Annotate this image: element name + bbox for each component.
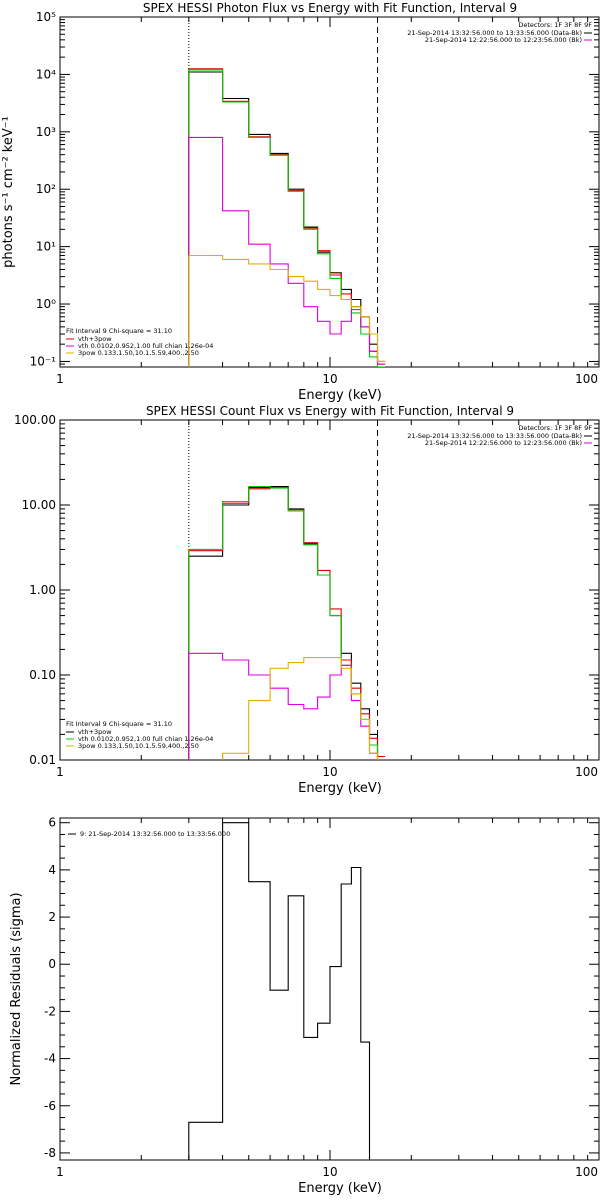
legend-label: 21-Sep-2014 13:32:56.000 to 13:33:56.000… — [407, 432, 582, 440]
legend-label: 21-Sep-2014 13:32:56.000 to 13:33:56.000… — [407, 29, 582, 37]
legend-label: 3pow 0.133,1.50,10.1,5.59,400.,2.50 — [78, 742, 199, 750]
y-tick-label: 100.00 — [14, 413, 56, 427]
x-axis-label: Energy (keV) — [298, 1181, 382, 1196]
y-tick-label: -2 — [44, 1004, 56, 1018]
x-tick-label: 10 — [322, 372, 337, 386]
legend-label: 3pow 0.133,1.50,10.1,5.59,400.,2.50 — [78, 349, 199, 357]
y-tick-label: 1.00 — [29, 583, 56, 597]
axes-frame — [59, 16, 600, 368]
x-axis-label: Energy (keV) — [298, 388, 382, 403]
series-line-5 — [188, 657, 379, 760]
legend-label: 21-Sep-2014 12:22:56.000 to 12:23:56.000… — [425, 36, 582, 44]
legend-label: 21-Sep-2014 12:22:56.000 to 12:23:56.000… — [425, 439, 582, 447]
y-tick-label: 10¹ — [36, 240, 56, 254]
legend-label: vth 0.0102,0.952,1.00 full chian 1.26e-0… — [78, 735, 213, 743]
x-tick-label: 100 — [575, 1165, 598, 1179]
series-group — [188, 822, 371, 1160]
legend-header: Detectors: 1F 3F 8F 9F — [518, 21, 592, 29]
chart-title: SPEX HESSI Count Flux vs Energy with Fit… — [146, 404, 514, 418]
x-tick-label: 1 — [56, 1165, 64, 1179]
y-tick-label: 10.00 — [22, 498, 56, 512]
x-tick-label: 100 — [575, 765, 598, 779]
series-line-1 — [188, 71, 386, 367]
series-line-2 — [188, 68, 386, 367]
legend-label: vth+3pow — [78, 728, 112, 736]
legend: Fit Interval 9 Chi-square = 31.10vth+3po… — [66, 327, 213, 357]
series-line-5 — [188, 254, 386, 367]
y-tick-label: 2 — [48, 910, 56, 924]
series-line-1 — [188, 822, 371, 1160]
chart-panel-3: 1 10 100 Energy (keV) -8 -6 -4 -2 0 2 4 6 Normalized… — [9, 816, 600, 1196]
x-tick-label: 1 — [56, 765, 64, 779]
series-group — [188, 68, 386, 367]
y-tick-label: 0.01 — [29, 753, 56, 767]
x-tick-label: 100 — [575, 372, 598, 386]
chart-title: SPEX HESSI Photon Flux vs Energy with Fi… — [143, 1, 517, 15]
x-tick-label: 1 — [56, 372, 64, 386]
y-tick-label: 10² — [36, 182, 56, 196]
series-group — [188, 485, 386, 760]
y-tick-label: 10⁵ — [36, 10, 56, 24]
y-tick-label: 0 — [48, 957, 56, 971]
y-tick-label: 0.10 — [29, 668, 56, 682]
legend: 9: 21-Sep-2014 13:32:56.000 to 13:33:56.… — [68, 830, 230, 838]
legend-label: 9: 21-Sep-2014 13:32:56.000 to 13:33:56.… — [80, 830, 230, 838]
y-tick-label: 10⁰ — [36, 297, 56, 311]
y-tick-label: 6 — [48, 816, 56, 830]
legend-label: vth+3pow — [78, 335, 112, 343]
y-tick-label: -6 — [44, 1099, 56, 1113]
y-tick-label: -4 — [44, 1052, 56, 1066]
series-line-1 — [188, 485, 386, 760]
x-axis-label: Energy (keV) — [298, 781, 382, 796]
legend-label: vth 0.0102,0.952,1.00 full chian 1.26e-0… — [78, 342, 213, 350]
y-axis-label: Normalized Residuals (sigma) — [9, 892, 24, 1085]
series-line-4 — [188, 136, 386, 367]
y-tick-label: 4 — [48, 863, 56, 877]
chart-panel-1: SPEX HESSI Photon Flux vs Energy with Fi… — [1, 1, 600, 403]
legend-header: Detectors: 1F 3F 8F 9F — [518, 424, 592, 432]
x-tick-label: 10 — [322, 765, 337, 779]
legend-header: Fit Interval 9 Chi-square = 31.10 — [66, 327, 172, 335]
legend-header: Fit Interval 9 Chi-square = 31.10 — [66, 720, 172, 728]
x-tick-label: 10 — [322, 1165, 337, 1179]
series-line-3 — [188, 485, 379, 760]
legend: Fit Interval 9 Chi-square = 31.10vth+3po… — [66, 720, 213, 750]
y-tick-label: 10⁻¹ — [30, 354, 57, 368]
y-axis-label: photons s⁻¹ cm⁻² keV⁻¹ — [1, 116, 16, 268]
y-tick-label: -8 — [44, 1146, 56, 1160]
y-tick-label: 10³ — [36, 125, 56, 139]
series-line-4 — [188, 652, 379, 760]
series-line-2 — [188, 487, 386, 760]
series-line-3 — [188, 69, 386, 367]
chart-panel-2: SPEX HESSI Count Flux vs Energy with Fit… — [14, 404, 600, 796]
y-tick-label: 10⁴ — [36, 67, 56, 81]
